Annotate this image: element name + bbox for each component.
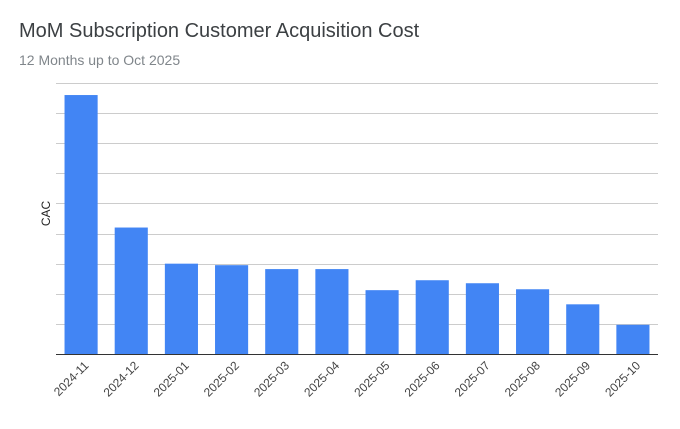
- x-tick-label: 2024-11: [51, 358, 92, 399]
- bar-2025-02[interactable]: [215, 265, 249, 354]
- bar-2024-12[interactable]: [114, 227, 148, 354]
- x-tick-label: 2025-04: [301, 358, 342, 399]
- bar-2025-05[interactable]: [365, 290, 399, 354]
- grid-lines: [56, 83, 658, 325]
- x-tick-label: 2025-01: [151, 358, 192, 399]
- bar-2025-06[interactable]: [415, 280, 449, 354]
- x-tick-label: 2025-03: [251, 358, 292, 399]
- x-tick-labels: 2024-11 2024-12 2025-01 2025-02 2025-03 2025-…: [51, 358, 643, 399]
- chart-title: MoM Subscription Customer Acquisition Co…: [19, 20, 420, 42]
- x-tick-label: 2025-05: [351, 358, 392, 399]
- bar-2025-07[interactable]: [465, 283, 499, 354]
- bar-2025-04[interactable]: [315, 269, 349, 354]
- chart-subtitle: 12 Months up to Oct 2025: [19, 52, 181, 68]
- bar-2024-11[interactable]: [64, 95, 98, 354]
- x-tick-label: 2025-02: [201, 358, 242, 399]
- bar-2025-01[interactable]: [164, 263, 198, 354]
- y-axis-title: CAC: [39, 201, 53, 227]
- x-tick-label: 2025-07: [452, 358, 493, 399]
- x-tick-label: 2025-06: [402, 358, 443, 399]
- bars: [64, 95, 650, 354]
- bar-2025-03[interactable]: [265, 269, 299, 354]
- bar-2025-09[interactable]: [566, 304, 600, 354]
- x-tick-label: 2025-08: [502, 358, 543, 399]
- bar-2025-10[interactable]: [616, 324, 650, 354]
- x-tick-label: 2024-12: [101, 358, 142, 399]
- x-tick-label: 2025-10: [602, 358, 643, 399]
- x-tick-label: 2025-09: [552, 358, 593, 399]
- bar-2025-08[interactable]: [516, 289, 550, 354]
